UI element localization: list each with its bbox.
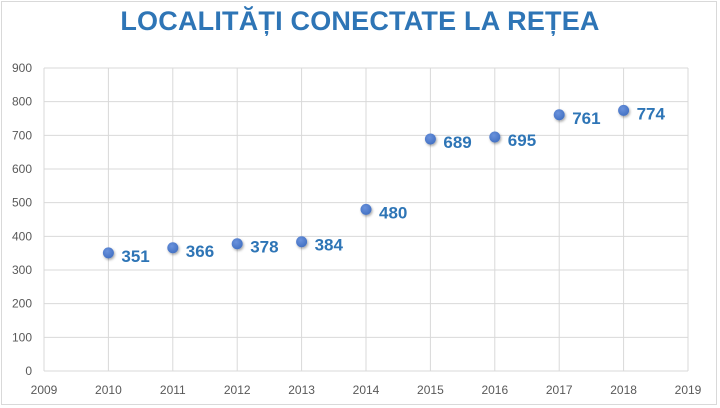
y-tick-label: 500 bbox=[12, 196, 32, 210]
data-point bbox=[553, 109, 565, 121]
y-tick-label: 600 bbox=[12, 162, 32, 176]
chart-title: LOCALITĂȚI CONECTATE LA REȚEA bbox=[120, 6, 600, 36]
data-label: 761 bbox=[572, 109, 600, 128]
y-tick-label: 400 bbox=[12, 229, 32, 243]
x-tick-label: 2014 bbox=[353, 383, 380, 397]
data-label: 366 bbox=[186, 242, 214, 261]
data-label: 689 bbox=[443, 133, 471, 152]
x-tick-label: 2015 bbox=[417, 383, 444, 397]
data-point bbox=[167, 242, 179, 254]
x-tick-label: 2009 bbox=[31, 383, 58, 397]
x-tick-label: 2011 bbox=[160, 383, 186, 397]
data-point bbox=[296, 236, 308, 248]
data-point bbox=[360, 203, 372, 215]
y-tick-label: 700 bbox=[12, 128, 32, 142]
y-tick-label: 800 bbox=[12, 95, 32, 109]
data-label: 351 bbox=[121, 247, 149, 266]
data-point bbox=[424, 133, 436, 145]
data-label: 378 bbox=[250, 238, 278, 257]
data-label: 480 bbox=[379, 203, 407, 222]
x-tick-label: 2013 bbox=[288, 383, 315, 397]
y-tick-label: 0 bbox=[25, 364, 32, 378]
x-tick-label: 2018 bbox=[610, 383, 637, 397]
data-point bbox=[618, 104, 630, 116]
x-tick-label: 2012 bbox=[224, 383, 251, 397]
data-label: 695 bbox=[508, 131, 536, 150]
y-tick-label: 200 bbox=[12, 297, 32, 311]
data-label: 384 bbox=[315, 236, 344, 255]
y-tick-label: 300 bbox=[12, 263, 32, 277]
data-point bbox=[102, 247, 114, 259]
x-tick-label: 2010 bbox=[95, 383, 122, 397]
x-tick-label: 2016 bbox=[481, 383, 508, 397]
data-label: 774 bbox=[637, 104, 666, 123]
data-point bbox=[489, 131, 501, 143]
y-tick-label: 100 bbox=[12, 330, 32, 344]
x-tick-label: 2019 bbox=[675, 383, 702, 397]
y-tick-label: 900 bbox=[12, 61, 32, 75]
data-point bbox=[231, 238, 243, 250]
x-tick-label: 2017 bbox=[546, 383, 573, 397]
